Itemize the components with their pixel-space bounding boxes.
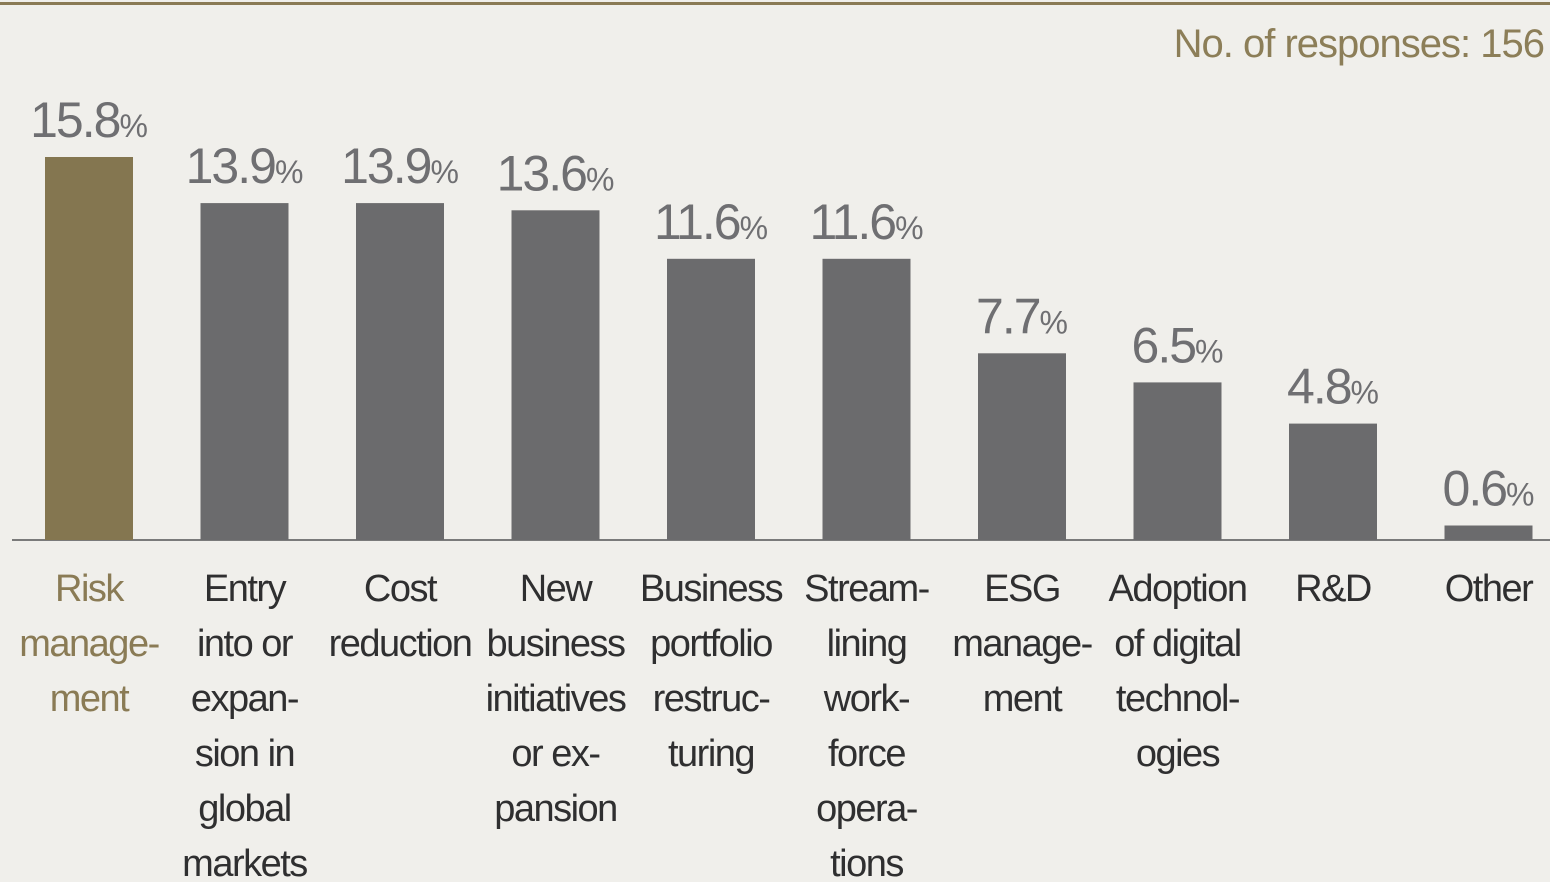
category-label: Risk manage-ment: [19, 568, 158, 720]
category-label: Entry into or expan-sion in global markets: [182, 568, 307, 882]
bar: [822, 258, 911, 540]
category-label: Other: [1445, 568, 1534, 610]
value-label: 13.9%: [341, 138, 459, 194]
bar: [511, 210, 600, 541]
value-label: 6.5%: [1132, 317, 1224, 373]
value-label: 7.7%: [976, 288, 1068, 344]
responses-count: No. of responses: 156: [1173, 22, 1545, 66]
bar: [356, 203, 444, 540]
value-label: 13.9%: [186, 138, 304, 194]
bar: [1289, 423, 1377, 540]
bar: [45, 157, 133, 540]
bar: [1444, 525, 1533, 540]
category-label: Adoption of digital technol-ogies: [1108, 568, 1246, 775]
value-label: 4.8%: [1287, 359, 1379, 415]
category-label: Cost reduction: [329, 568, 472, 665]
value-label: 11.6%: [809, 194, 923, 250]
value-label: 0.6%: [1443, 461, 1535, 517]
bar: [200, 203, 289, 540]
category-label: Stream-lining work-force opera-tions: [804, 568, 929, 882]
category-label: Business portfolio restruc-turing: [640, 568, 783, 775]
value-label: 15.8%: [30, 92, 148, 148]
category-label: ESG manage-ment: [952, 568, 1091, 720]
category-label: New business initiatives or ex-pansion: [486, 568, 626, 830]
top-rule: [0, 2, 1550, 5]
bar: [978, 353, 1066, 540]
category-label: R&D: [1295, 568, 1371, 610]
bar: [667, 258, 755, 540]
bar: [1133, 382, 1222, 540]
value-label: 11.6%: [654, 194, 768, 250]
value-label: 13.6%: [497, 145, 615, 201]
